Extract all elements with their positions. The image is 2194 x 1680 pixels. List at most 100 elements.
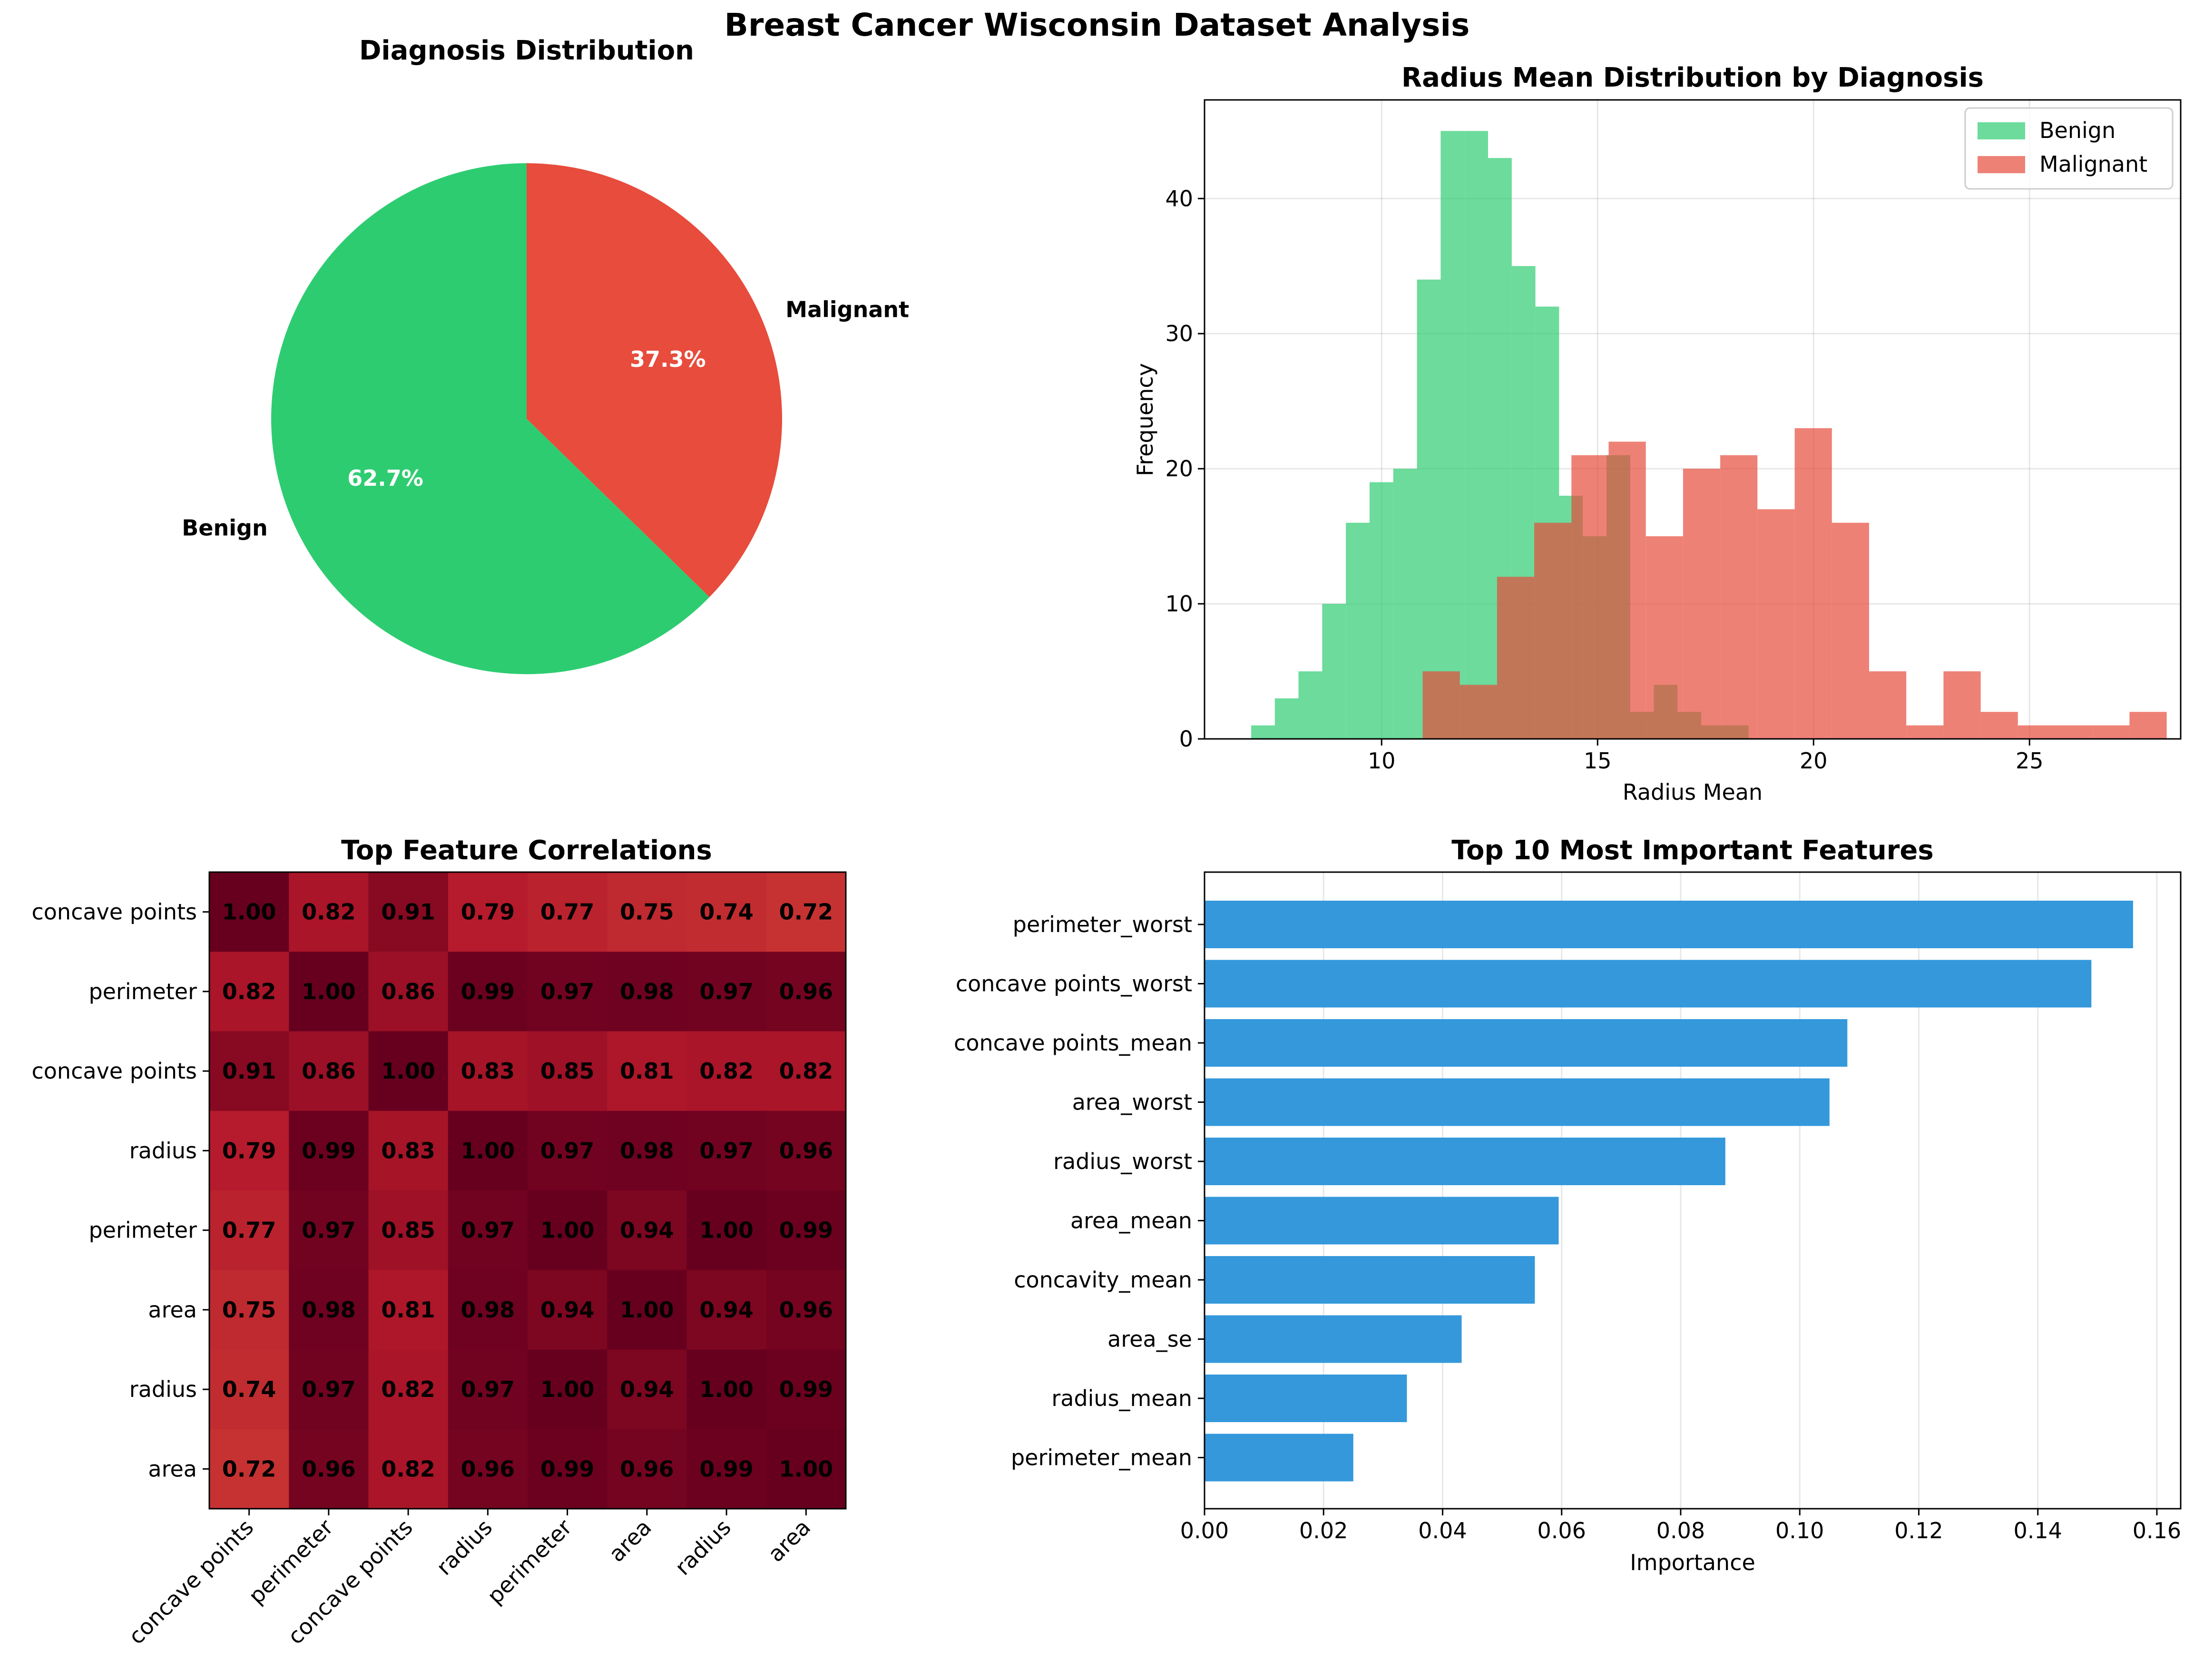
heatmap-cell: [289, 1190, 369, 1270]
heatmap-cell-value: 0.77: [222, 1218, 276, 1243]
heatmap-cell-value: 0.82: [699, 1058, 754, 1084]
heatmap-cell: [209, 1190, 289, 1270]
heatmap-row-label: perimeter: [88, 1218, 197, 1243]
importance-category-label: area_se: [1107, 1326, 1192, 1352]
heatmap-cell-value: 0.96: [461, 1456, 515, 1482]
pie-label-malignant: Malignant: [785, 297, 909, 323]
heatmap-cell-value: 0.96: [779, 1138, 833, 1163]
heatmap-cell: [368, 1190, 449, 1270]
importance-bar: [1205, 960, 2092, 1008]
heatmap-cell: [209, 1270, 289, 1350]
importance-category-label: area_mean: [1070, 1208, 1192, 1234]
heatmap-cell: [448, 1031, 528, 1111]
heatmap-cell: [607, 1270, 687, 1350]
heatmap-panel: Top Feature Correlations 1.00 0.82 0.91 0.7…: [32, 835, 847, 1649]
heatmap-cell: [448, 1270, 528, 1350]
pie-label-benign: Benign: [182, 515, 267, 541]
heatmap-cell-value: 0.75: [620, 899, 674, 925]
hist-ytick-label: 20: [1165, 456, 1193, 481]
heatmap-axes-frame: [208, 871, 847, 1510]
importance-category-label: concave points_mean: [954, 1030, 1192, 1056]
heatmap-cell: [289, 1349, 369, 1430]
heatmap-cell: [368, 1110, 449, 1191]
importance-category-label: concavity_mean: [1014, 1267, 1192, 1293]
hist-bar-malignant: [1720, 455, 1758, 739]
importance-bar: [1205, 1315, 1462, 1363]
heatmap-cell: [368, 872, 449, 952]
hist-bar-malignant: [2129, 712, 2167, 739]
hist-bar-malignant: [1608, 442, 1646, 739]
importance-bars: [1205, 901, 2133, 1482]
heatmap-cell-value: 0.97: [699, 979, 754, 1004]
heatmap-cell: [209, 1031, 289, 1111]
heatmap-cell-value: 0.96: [620, 1456, 674, 1482]
heatmap-cell-value: 0.83: [381, 1138, 435, 1163]
heatmap-cell-value: 0.98: [461, 1297, 515, 1323]
hist-bar-malignant: [1869, 671, 1907, 739]
importance-bar: [1205, 1375, 1407, 1422]
heatmap-cell-value: 0.82: [222, 979, 276, 1004]
histogram-ylabel: Frequency: [1132, 363, 1158, 476]
heatmap-cell-value: 0.97: [461, 1376, 515, 1402]
importance-bar: [1205, 901, 2133, 948]
heatmap-cell: [448, 1349, 528, 1430]
histogram-axes-frame: [1204, 99, 2182, 740]
heatmap-cell: [448, 1429, 528, 1509]
heatmap-cell-value: 0.82: [381, 1376, 435, 1402]
heatmap-cell: [209, 1110, 289, 1191]
heatmap-cell: [766, 1270, 846, 1350]
heatmap-cell-value: 0.99: [779, 1376, 833, 1402]
hist-bar-malignant: [1459, 685, 1497, 739]
heatmap-cell: [448, 1110, 528, 1191]
heatmap-cell-value: 0.98: [620, 979, 674, 1004]
heatmap-cell-value: 0.94: [540, 1297, 595, 1323]
heatmap-row-label: radius: [129, 1376, 197, 1402]
heatmap-cell: [368, 1031, 449, 1111]
heatmap-cell-value: 0.99: [779, 1218, 833, 1243]
heatmap-cell: [448, 952, 528, 1032]
heatmap-row-label: area: [148, 1456, 197, 1482]
pie-slice-benign: [271, 163, 710, 674]
heatmap-cell-value: 0.97: [461, 1218, 515, 1243]
histogram-panel: Radius Mean Distribution by Diagnosis 10…: [1132, 62, 2182, 805]
hist-bar-malignant: [1534, 522, 1572, 739]
heatmap-cell: [448, 872, 528, 952]
heatmap-cell: [289, 1110, 369, 1191]
importance-xtick-label: 0.16: [2133, 1518, 2181, 1543]
heatmap-cell: [686, 952, 767, 1032]
hist-bar-malignant: [1571, 455, 1609, 739]
importance-category-label: radius_worst: [1053, 1149, 1192, 1174]
heatmap-cell-value: 0.91: [222, 1058, 276, 1084]
heatmap-cell: [686, 1349, 767, 1430]
importance-xtick-label: 0.02: [1299, 1518, 1348, 1543]
heatmap-cell-value: 0.99: [302, 1138, 356, 1163]
heatmap-cell: [289, 872, 369, 952]
hist-bar-benign: [1346, 522, 1370, 739]
heatmap-cell-value: 1.00: [540, 1218, 595, 1243]
heatmap-row-label: perimeter: [88, 979, 197, 1004]
heatmap-cell: [528, 1349, 607, 1430]
heatmap-cell: [607, 1031, 687, 1111]
heatmap-cell-value: 0.79: [222, 1138, 276, 1163]
heatmap-cell: [766, 872, 846, 952]
heatmap-cell-value: 0.94: [699, 1297, 754, 1323]
pie-slice-malignant: [527, 163, 783, 597]
heatmap-cell-value: 0.91: [381, 899, 435, 925]
heatmap-row-label: area: [148, 1297, 197, 1323]
heatmap-cell: [289, 1429, 369, 1509]
heatmap-row-label: radius: [129, 1138, 197, 1163]
importance-category-label: perimeter_mean: [1011, 1445, 1192, 1471]
heatmap-cell: [368, 1270, 449, 1350]
importance-xtick-label: 0.06: [1538, 1518, 1586, 1543]
heatmap-cell: [686, 1031, 767, 1111]
hist-bar-malignant: [1794, 428, 1832, 739]
heatmap-cell: [528, 872, 607, 952]
hist-ytick-label: 10: [1165, 591, 1193, 617]
heatmap-cell-value: 0.97: [699, 1138, 754, 1163]
hist-bar-benign: [1251, 725, 1275, 739]
hist-bar-benign: [1417, 279, 1441, 739]
legend-swatch-benign: [1978, 122, 2025, 139]
heatmap-cell: [607, 1110, 687, 1191]
hist-ytick-label: 0: [1179, 726, 1193, 752]
heatmap-cell-value: 0.82: [381, 1456, 435, 1482]
